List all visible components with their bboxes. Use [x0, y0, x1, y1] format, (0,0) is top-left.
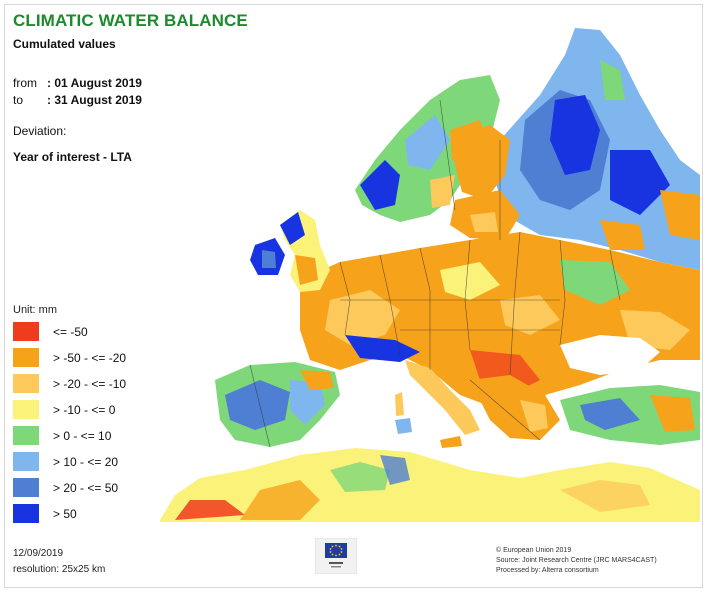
country-borders — [249, 99, 621, 448]
year-of-interest: Year of interest - LTA — [13, 150, 132, 164]
legend-swatch — [13, 374, 39, 393]
legend-label: <= -50 — [53, 325, 88, 339]
finland-region — [455, 125, 510, 200]
legend-label: > 10 - <= 20 — [53, 455, 119, 469]
resolution: resolution: 25x25 km — [13, 564, 106, 575]
to-value: : 31 August 2019 — [47, 93, 142, 107]
legend-label: > -20 - <= -10 — [53, 377, 127, 391]
legend-label: > 0 - <= 10 — [53, 429, 112, 443]
legend-swatch — [13, 348, 39, 367]
from-value: : 01 August 2019 — [47, 76, 142, 90]
legend-label: > -10 - <= 0 — [53, 403, 116, 417]
credits: © European Union 2019 Source: Joint Rese… — [496, 546, 657, 576]
legend-unit: Unit: mm — [13, 304, 57, 316]
publication-date: 12/09/2019 — [13, 548, 64, 559]
credit-line: Processed by: Alterra consortium — [496, 567, 599, 574]
legend-label: > 20 - <= 50 — [53, 481, 119, 495]
credit-line: Source: Joint Research Centre (JRC MARS4… — [496, 557, 657, 564]
legend-swatch — [13, 478, 39, 497]
legend-swatch — [13, 400, 39, 419]
period-from: from : 01 August 2019 — [13, 76, 142, 90]
map-subtitle: Cumulated values — [13, 37, 116, 51]
period-to: to : 31 August 2019 — [13, 93, 142, 107]
legend-swatch — [13, 322, 39, 341]
map-title: CLIMATIC WATER BALANCE — [13, 11, 248, 30]
deviation-label: Deviation: — [13, 124, 67, 138]
legend-swatch — [13, 426, 39, 445]
legend-swatch — [13, 504, 39, 523]
from-label: from — [13, 76, 37, 90]
eu-flag-icon — [315, 538, 357, 574]
legend-swatch — [13, 452, 39, 471]
legend-label: > -50 - <= -20 — [53, 351, 127, 365]
credit-line: © European Union 2019 — [496, 547, 572, 554]
legend-label: > 50 — [53, 507, 77, 521]
black-sea — [560, 335, 660, 375]
to-label: to — [13, 93, 24, 107]
italy-region — [405, 360, 480, 435]
